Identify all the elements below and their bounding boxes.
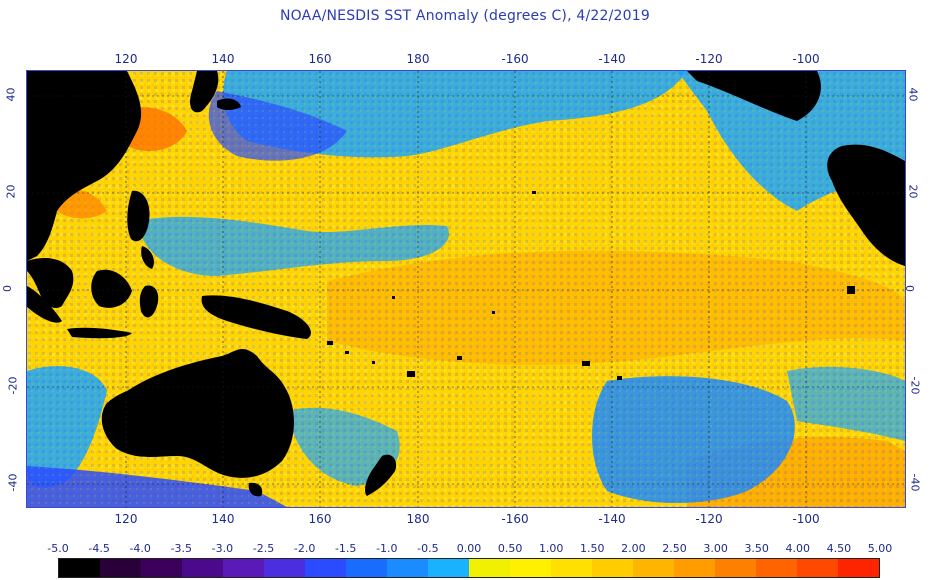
land-central-america xyxy=(857,191,885,227)
land-new-guinea xyxy=(201,295,311,339)
colorbar-swatch xyxy=(59,559,100,577)
colorbar-swatch xyxy=(223,559,264,577)
latitude-label: -40 xyxy=(6,473,20,492)
colorbar-tick-label: 1.00 xyxy=(538,542,564,555)
colorbar-swatch xyxy=(674,559,715,577)
colorbar-tick-label: -5.0 xyxy=(47,542,69,555)
colorbar-tick-label: 4.50 xyxy=(826,542,852,555)
land-sulawesi xyxy=(139,285,159,318)
latitude-label: 40 xyxy=(906,87,920,102)
colorbar-swatch xyxy=(264,559,305,577)
colorbar-swatch xyxy=(838,559,879,577)
colorbar-tick-label: 2.00 xyxy=(621,542,646,555)
colorbar-tick-label: 4.00 xyxy=(785,542,811,555)
colorbar-tick-label: -1.5 xyxy=(334,542,357,555)
land-japan xyxy=(190,71,219,113)
latitude-label: 0 xyxy=(1,285,14,292)
colorbar-swatch xyxy=(633,559,674,577)
colorbar-swatch xyxy=(346,559,387,577)
colorbar-swatch xyxy=(756,559,797,577)
colorbar-tick-label: 2.50 xyxy=(662,542,687,555)
land-new-zealand xyxy=(364,454,397,496)
land-australia xyxy=(101,348,294,478)
longitude-label: 160 xyxy=(308,52,332,66)
colorbar-tick-label: 5.00 xyxy=(867,542,893,555)
colorbar-tick-label: 3.50 xyxy=(744,542,769,555)
colorbar-swatch xyxy=(305,559,346,577)
colorbar-swatch xyxy=(797,559,838,577)
colorbar-tick-label: 3.00 xyxy=(703,542,728,555)
colorbar-tick-label: -4.5 xyxy=(88,542,110,555)
colorbar-tick-label: -0.5 xyxy=(417,542,439,555)
colorbar-swatch xyxy=(182,559,223,577)
latitude-label: -20 xyxy=(6,376,20,395)
land-philippines xyxy=(127,190,150,242)
longitude-label: 120 xyxy=(114,512,138,526)
land-java xyxy=(67,327,132,339)
longitude-label: -120 xyxy=(695,512,723,526)
colorbar-tick-label: -3.5 xyxy=(170,542,193,555)
latitude-label: -20 xyxy=(908,376,922,395)
colorbar-tick-label: -4.0 xyxy=(129,542,151,555)
longitude-label: 140 xyxy=(211,512,235,526)
land-indochina xyxy=(27,258,74,309)
longitude-label: -140 xyxy=(598,52,626,66)
longitude-label: 140 xyxy=(211,52,235,66)
longitude-label: 160 xyxy=(308,512,332,526)
longitude-label: 180 xyxy=(406,52,430,66)
colorbar xyxy=(58,558,880,578)
land-asia xyxy=(27,71,142,261)
land-borneo xyxy=(91,269,132,308)
colorbar-swatch xyxy=(387,559,428,577)
land-tasmania xyxy=(248,482,263,497)
colorbar-swatch xyxy=(428,559,469,577)
latitude-label: -40 xyxy=(908,473,922,492)
colorbar-swatch xyxy=(715,559,756,577)
colorbar-tick-label: 0.00 xyxy=(456,542,482,555)
longitude-label: -160 xyxy=(501,512,529,526)
latitude-label: 20 xyxy=(906,184,920,199)
latitude-label: 20 xyxy=(4,184,18,199)
longitude-label: 120 xyxy=(114,52,138,66)
longitude-label: -140 xyxy=(598,512,626,526)
longitude-label: 180 xyxy=(406,512,430,526)
colorbar-tick-label: 0.50 xyxy=(497,542,523,555)
colorbar-tick-label: -1.0 xyxy=(376,542,398,555)
colorbar-tick-labels: -5.0 -4.5 -4.0 -3.5 -3.0 -2.5 -2.0 -1.5 -1.0 -0.5… xyxy=(40,542,910,556)
longitude-label: -100 xyxy=(792,52,820,66)
colorbar-tick-label: -3.0 xyxy=(211,542,234,555)
sst-anomaly-map xyxy=(26,70,906,508)
latitude-label: 40 xyxy=(4,87,18,102)
colorbar-swatch xyxy=(141,559,182,577)
land-sumatra xyxy=(27,286,62,323)
colorbar-tick-label: 1.50 xyxy=(580,542,605,555)
colorbar-swatch xyxy=(469,559,510,577)
colorbar-swatch xyxy=(592,559,633,577)
map-title: NOAA/NESDIS SST Anomaly (degrees C), 4/2… xyxy=(280,8,650,24)
colorbar-swatch xyxy=(551,559,592,577)
colorbar-swatch xyxy=(100,559,141,577)
longitude-label: -160 xyxy=(501,52,529,66)
colorbar-tick-label: -2.5 xyxy=(252,542,275,555)
longitude-label: -100 xyxy=(792,512,820,526)
colorbar-tick-label: -2.0 xyxy=(293,542,316,555)
colorbar-swatch xyxy=(510,559,551,577)
longitude-label: -120 xyxy=(695,52,723,66)
